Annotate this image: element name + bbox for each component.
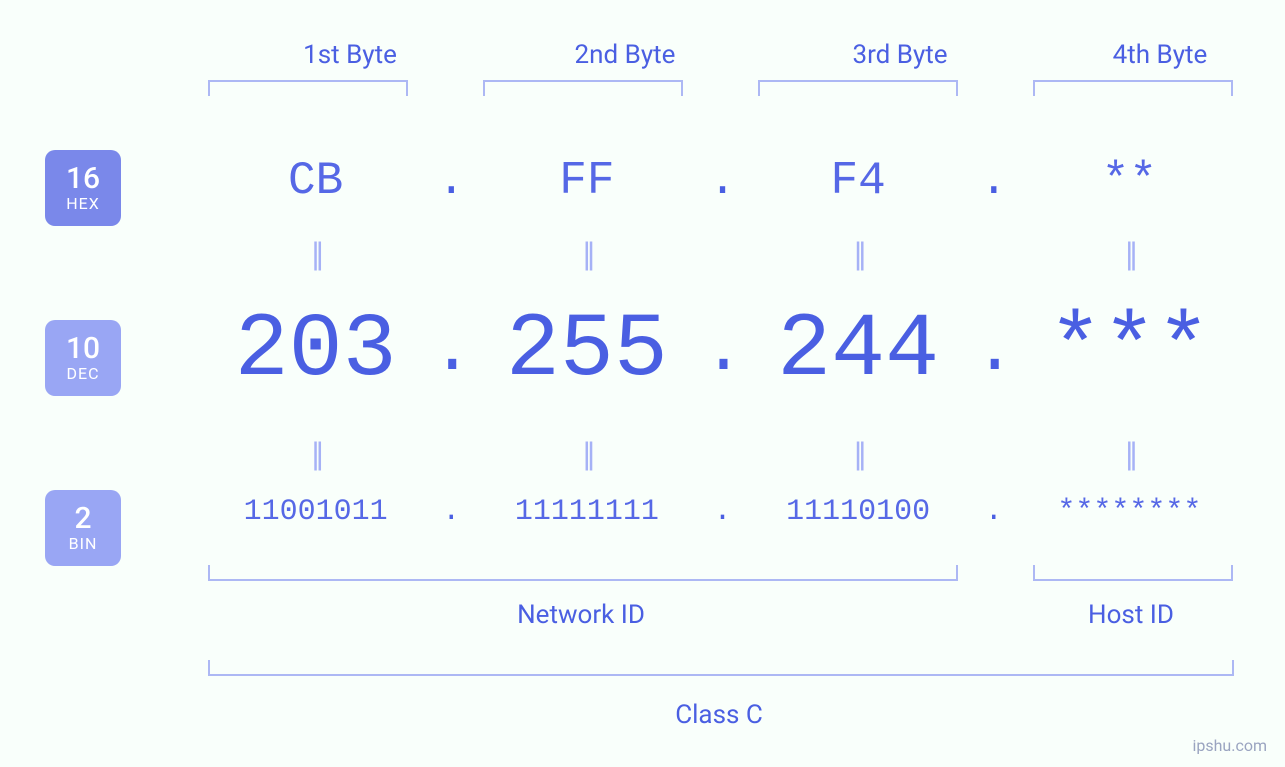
byte-bracket-3 — [758, 80, 958, 96]
eq1-3: || — [743, 235, 974, 275]
badge-bin-lbl: BIN — [69, 536, 98, 553]
dec-byte-3: 244 — [743, 300, 974, 402]
dec-byte-2: 255 — [471, 300, 702, 402]
eq2-1: || — [200, 435, 431, 475]
dec-sep-3: . — [974, 312, 1014, 391]
badge-hex: 16 HEX — [45, 150, 121, 226]
badge-dec: 10 DEC — [45, 320, 121, 396]
bin-byte-1: 11001011 — [200, 495, 431, 529]
hex-sep-1: . — [431, 155, 471, 207]
byte-bracket-4 — [1033, 80, 1233, 96]
hex-byte-3: F4 — [743, 155, 974, 207]
eq2-3: || — [743, 435, 974, 475]
bin-byte-4: ******** — [1014, 495, 1245, 529]
dec-byte-4: *** — [1014, 300, 1245, 402]
class-bracket — [208, 660, 1234, 676]
bin-sep-1: . — [431, 495, 471, 529]
dec-row: 203 . 255 . 244 . *** — [200, 300, 1245, 402]
network-id-bracket — [208, 565, 958, 581]
bin-sep-2: . — [703, 495, 743, 529]
badge-dec-num: 10 — [66, 333, 100, 365]
eq1-4: || — [1014, 235, 1245, 275]
byte-label-2: 2nd Byte — [525, 40, 725, 70]
badge-bin: 2 BIN — [45, 490, 121, 566]
bin-sep-3: . — [974, 495, 1014, 529]
badge-hex-num: 16 — [66, 163, 100, 195]
dec-byte-1: 203 — [200, 300, 431, 402]
badge-bin-num: 2 — [74, 503, 91, 535]
equals-row-2: || || || || — [200, 435, 1245, 475]
eq1-2: || — [471, 235, 702, 275]
eq1-1: || — [200, 235, 431, 275]
eq2-4: || — [1014, 435, 1245, 475]
hex-sep-3: . — [974, 155, 1014, 207]
byte-label-3: 3rd Byte — [800, 40, 1000, 70]
bin-byte-3: 11110100 — [743, 495, 974, 529]
hex-byte-1: CB — [200, 155, 431, 207]
byte-label-4: 4th Byte — [1060, 40, 1260, 70]
hex-sep-2: . — [703, 155, 743, 207]
hex-byte-4: ** — [1014, 155, 1245, 207]
host-id-bracket — [1033, 565, 1233, 581]
byte-bracket-2 — [483, 80, 683, 96]
byte-label-1: 1st Byte — [250, 40, 450, 70]
bin-byte-2: 11111111 — [471, 495, 702, 529]
hex-byte-2: FF — [471, 155, 702, 207]
dec-sep-2: . — [703, 312, 743, 391]
hex-row: CB . FF . F4 . ** — [200, 155, 1245, 207]
equals-row-1: || || || || — [200, 235, 1245, 275]
network-id-label: Network ID — [208, 600, 954, 630]
dec-sep-1: . — [431, 312, 471, 391]
badge-hex-lbl: HEX — [66, 196, 100, 213]
badge-dec-lbl: DEC — [66, 366, 99, 383]
watermark: ipshu.com — [1192, 736, 1267, 755]
host-id-label: Host ID — [1033, 600, 1229, 630]
class-label: Class C — [208, 700, 1230, 730]
bin-row: 11001011 . 11111111 . 11110100 . *******… — [200, 495, 1245, 529]
eq2-2: || — [471, 435, 702, 475]
byte-bracket-1 — [208, 80, 408, 96]
